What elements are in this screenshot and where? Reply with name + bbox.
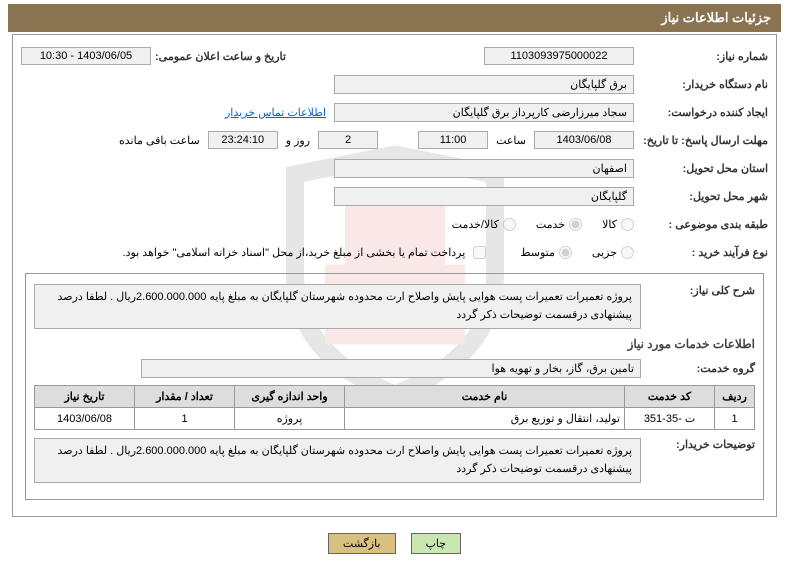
services-section-title: اطلاعات خدمات مورد نیاز xyxy=(34,337,755,351)
radio-both[interactable]: کالا/خدمت xyxy=(452,218,516,231)
deadline-label: مهلت ارسال پاسخ: تا تاریخ: xyxy=(638,134,768,147)
buyer-value: برق گلپایگان xyxy=(334,75,634,94)
radio-goods[interactable]: کالا xyxy=(602,218,634,231)
main-form-box: IranTender شماره نیاز: 1103093975000022 … xyxy=(12,34,777,517)
buyer-contact-link[interactable]: اطلاعات تماس خریدار xyxy=(225,106,326,119)
province-label: استان محل تحویل: xyxy=(638,162,768,175)
th-index: ردیف xyxy=(715,386,755,408)
deadline-countdown: 23:24:10 xyxy=(208,131,278,149)
row-province: استان محل تحویل: اصفهان xyxy=(21,157,768,179)
row-classification: طبقه بندی موضوعی : کالا خدمت کالا/خدمت xyxy=(21,213,768,235)
radio-medium[interactable]: متوسط xyxy=(520,246,572,259)
classification-label: طبقه بندی موضوعی : xyxy=(638,218,768,231)
cell-qty: 1 xyxy=(135,408,235,430)
city-value: گلپایگان xyxy=(334,187,634,206)
process-type-label: نوع فرآیند خرید : xyxy=(638,246,768,259)
th-unit: واحد اندازه گیری xyxy=(235,386,345,408)
announce-value: 1403/06/05 - 10:30 xyxy=(21,47,151,65)
service-group-value: تامین برق، گاز، بخار و تهویه هوا xyxy=(141,359,641,378)
buyer-notes-label: توضیحات خریدار: xyxy=(645,438,755,451)
service-group-label: گروه خدمت: xyxy=(645,362,755,375)
deadline-date: 1403/06/08 xyxy=(534,131,634,149)
need-number-value: 1103093975000022 xyxy=(484,47,634,65)
row-buyer: نام دستگاه خریدار: برق گلپایگان xyxy=(21,73,768,95)
overview-text: پروژه تعمیرات تعمیرات پست هوایی پایش واص… xyxy=(34,284,641,329)
page-header: جزئیات اطلاعات نیاز xyxy=(8,4,781,32)
announce-label: تاریخ و ساعت اعلان عمومی: xyxy=(155,50,286,63)
th-date: تاریخ نیاز xyxy=(35,386,135,408)
print-button[interactable]: چاپ xyxy=(411,533,462,554)
services-sub-box: شرح کلی نیاز: پروژه تعمیرات تعمیرات پست … xyxy=(25,273,764,500)
cell-index: 1 xyxy=(715,408,755,430)
th-qty: تعداد / مقدار xyxy=(135,386,235,408)
table-row: 1 ت -35-351 تولید، انتقال و توزیع برق پر… xyxy=(35,408,755,430)
checkbox-treasury[interactable]: پرداخت تمام یا بخشی از مبلغ خرید،از محل … xyxy=(123,246,491,259)
th-code: کد خدمت xyxy=(625,386,715,408)
deadline-time: 11:00 xyxy=(418,131,488,149)
cell-date: 1403/06/08 xyxy=(35,408,135,430)
row-deadline: مهلت ارسال پاسخ: تا تاریخ: 1403/06/08 سا… xyxy=(21,129,768,151)
deadline-remaining: ساعت باقی مانده xyxy=(119,134,200,147)
city-label: شهر محل تحویل: xyxy=(638,190,768,203)
deadline-days-suffix: روز و xyxy=(286,134,310,147)
cell-code: ت -35-351 xyxy=(625,408,715,430)
button-row: چاپ بازگشت xyxy=(0,525,789,562)
radio-minor[interactable]: جزیی xyxy=(592,246,634,259)
requester-value: سجاد میرزارضی کارپرداز برق گلپایگان xyxy=(334,103,634,122)
province-value: اصفهان xyxy=(334,159,634,178)
row-city: شهر محل تحویل: گلپایگان xyxy=(21,185,768,207)
row-need-number: شماره نیاز: 1103093975000022 تاریخ و ساع… xyxy=(21,45,768,67)
th-name: نام خدمت xyxy=(345,386,625,408)
deadline-time-label: ساعت xyxy=(496,134,526,147)
requester-label: ایجاد کننده درخواست: xyxy=(638,106,768,119)
buyer-label: نام دستگاه خریدار: xyxy=(638,78,768,91)
deadline-days: 2 xyxy=(318,131,378,149)
services-table: ردیف کد خدمت نام خدمت واحد اندازه گیری ت… xyxy=(34,385,755,430)
buyer-notes-text: پروژه تعمیرات تعمیرات پست هوایی پایش واص… xyxy=(34,438,641,483)
row-requester: ایجاد کننده درخواست: سجاد میرزارضی کارپر… xyxy=(21,101,768,123)
need-number-label: شماره نیاز: xyxy=(638,50,768,63)
row-process-type: نوع فرآیند خرید : جزیی متوسط پرداخت تمام… xyxy=(21,241,768,263)
cell-unit: پروژه xyxy=(235,408,345,430)
overview-label: شرح کلی نیاز: xyxy=(645,284,755,297)
radio-service[interactable]: خدمت xyxy=(536,218,582,231)
back-button[interactable]: بازگشت xyxy=(328,533,396,554)
cell-name: تولید، انتقال و توزیع برق xyxy=(345,408,625,430)
